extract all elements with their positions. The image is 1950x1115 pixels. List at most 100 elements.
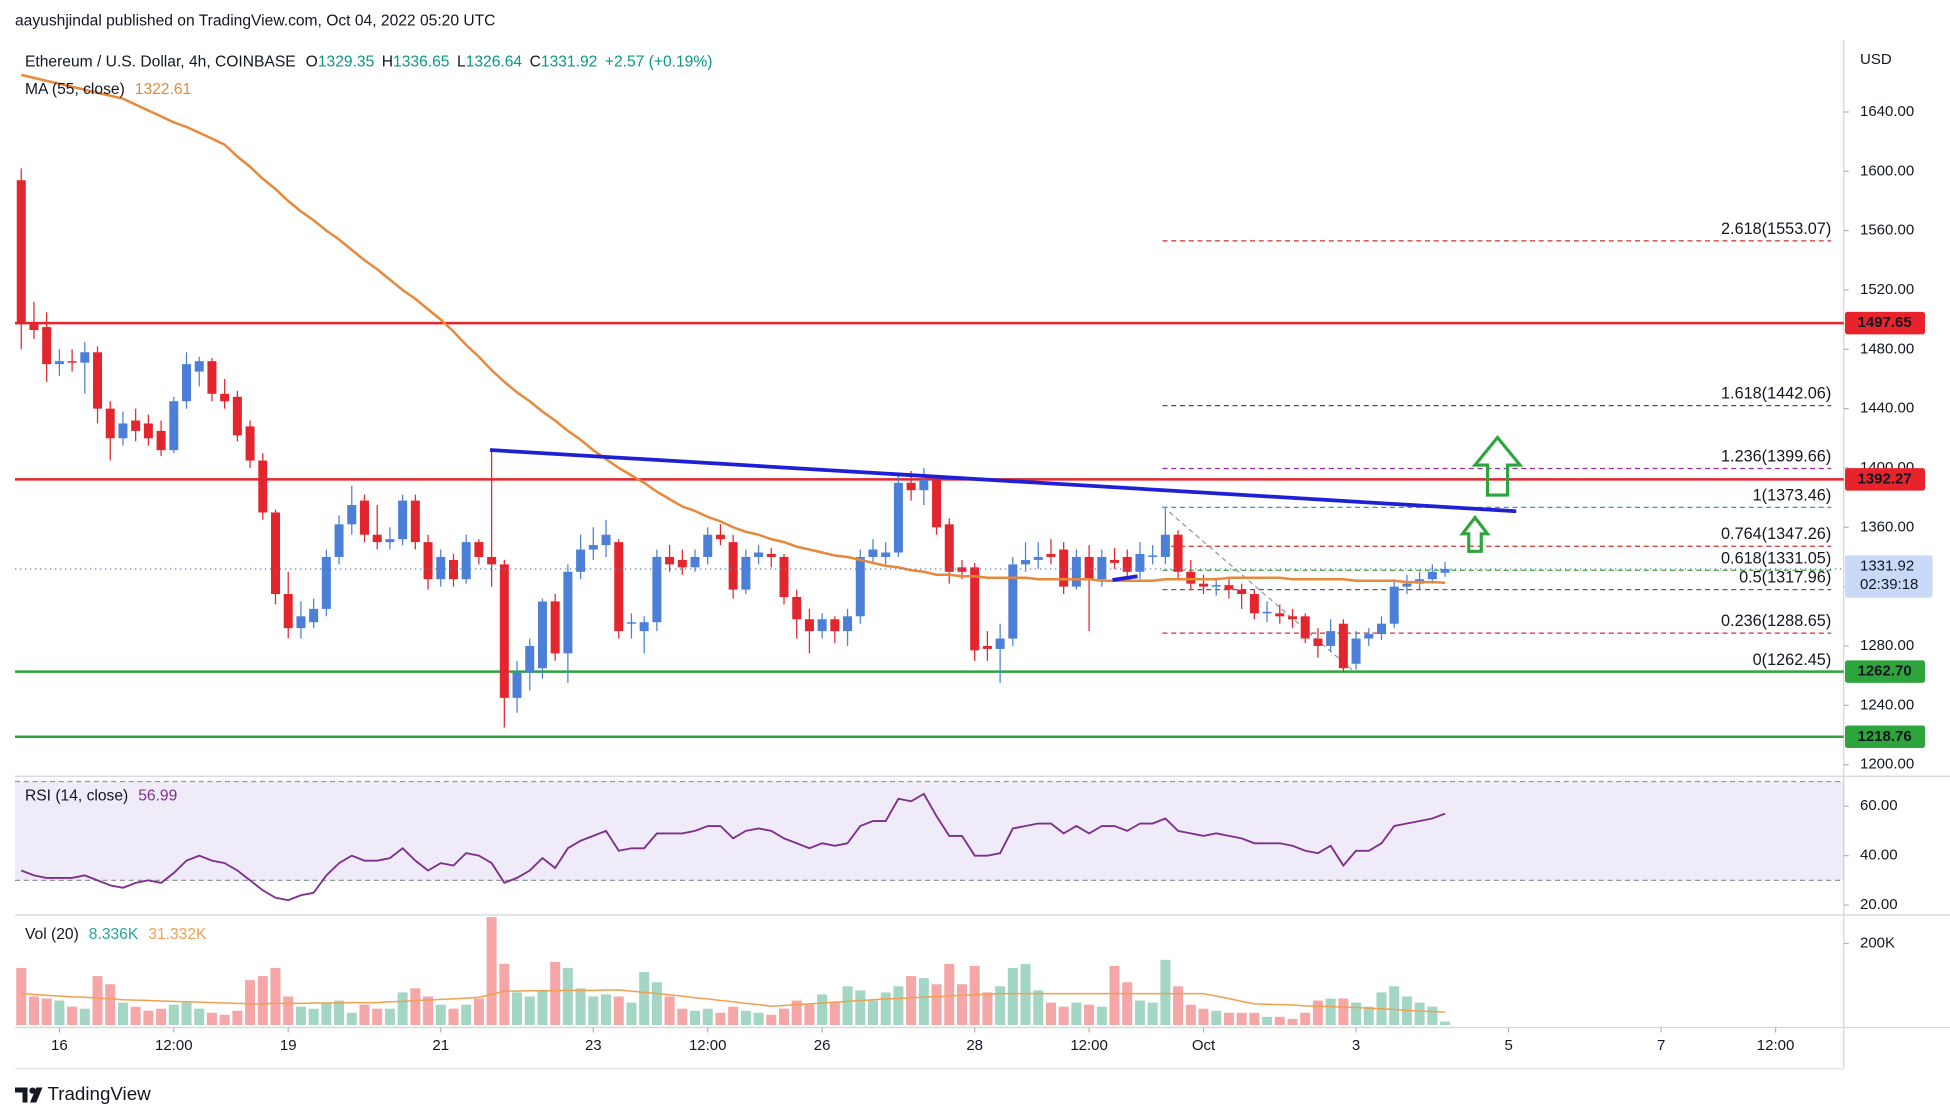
volume-bar — [143, 1010, 154, 1025]
volume-bar — [1045, 1002, 1056, 1025]
candle-body — [1148, 555, 1158, 557]
candle-body — [131, 420, 141, 431]
candle-body — [156, 430, 166, 451]
volume-bar — [1440, 1021, 1451, 1025]
fib-label: 0.764(1347.26) — [1721, 525, 1831, 543]
candle-body — [639, 622, 649, 632]
volume-bar — [423, 996, 434, 1025]
volume-bar — [1020, 963, 1031, 1025]
x-tick-label: 23 — [585, 1037, 602, 1054]
volume-bar — [982, 992, 993, 1025]
volume-bar — [54, 1000, 65, 1025]
candle-body — [1376, 623, 1386, 635]
volume-bar — [105, 984, 116, 1025]
volume-bar — [1007, 967, 1018, 1025]
volume-bar — [384, 1008, 395, 1025]
candle-body — [54, 361, 64, 365]
candle-body — [1224, 585, 1234, 590]
candle-body — [1262, 611, 1272, 614]
volume-bar — [880, 992, 891, 1025]
volume-bar — [1223, 1012, 1234, 1025]
candle-body — [677, 559, 687, 568]
y-tick-label: 1360.00 — [1860, 518, 1914, 535]
candle-body — [194, 361, 204, 372]
candle-body — [1389, 586, 1399, 624]
volume-bar — [283, 996, 294, 1025]
volume-bar — [677, 1008, 688, 1025]
candle-body — [423, 542, 433, 580]
fib-label: 0.618(1331.05) — [1721, 549, 1831, 567]
volume-bar — [995, 986, 1006, 1025]
ma-line — [20, 73, 1446, 584]
volume-bar — [1389, 986, 1400, 1025]
candle-body — [245, 426, 255, 461]
volume-bar — [855, 990, 866, 1025]
volume-bar — [1109, 965, 1120, 1025]
candle-body — [1199, 583, 1209, 587]
volume-bar — [321, 1002, 332, 1025]
candle-body — [487, 556, 497, 565]
volume-bar — [461, 1004, 472, 1025]
candle-body — [906, 482, 916, 491]
volume-bar — [435, 1004, 446, 1025]
candle-body — [359, 500, 369, 535]
volume-bar — [295, 1006, 306, 1025]
level-label: 1392.27 — [1858, 470, 1912, 487]
volume-bar — [867, 1000, 878, 1025]
candle-body — [118, 423, 128, 439]
candle-body — [1008, 564, 1018, 639]
candle-body — [309, 608, 319, 623]
candle-body — [754, 552, 764, 557]
candle-body — [1364, 634, 1374, 639]
candle-body — [1059, 549, 1069, 587]
volume-bar — [359, 1004, 370, 1025]
volume-bar — [613, 996, 624, 1025]
fib-label: 0.236(1288.65) — [1721, 612, 1831, 630]
candle-body — [550, 601, 560, 654]
volume-bar — [601, 994, 612, 1025]
volume-bar — [334, 1000, 345, 1025]
legend-ohlc-label: L — [457, 54, 466, 71]
candle-body — [525, 645, 535, 673]
candle-body — [169, 401, 179, 451]
candle-body — [728, 542, 738, 590]
candle-body — [665, 556, 675, 565]
candle-body — [1071, 556, 1081, 587]
volume-bar — [257, 976, 268, 1025]
candle-body — [80, 352, 90, 363]
candle-body — [1097, 556, 1107, 580]
candle-body — [792, 597, 802, 620]
volume-bar — [791, 1000, 802, 1025]
candle-body — [448, 559, 458, 580]
rsi-tick-label: 60.00 — [1860, 797, 1898, 814]
volume-bar — [664, 996, 675, 1025]
candle-body — [1021, 559, 1031, 565]
candle-body — [893, 482, 903, 553]
candle-body — [512, 672, 522, 698]
volume-bar — [194, 1008, 205, 1025]
level-label: 1497.65 — [1858, 314, 1912, 331]
candle-body — [296, 616, 306, 629]
y-tick-label: 1200.00 — [1860, 756, 1914, 773]
candle-body — [766, 553, 776, 557]
volume-bar — [117, 1002, 128, 1025]
volume-bar — [1122, 982, 1133, 1025]
candle-body — [1402, 583, 1412, 587]
candle-body — [932, 479, 942, 528]
rsi-tick-label: 20.00 — [1860, 896, 1898, 913]
volume-bar — [512, 992, 523, 1025]
volume-bar — [537, 990, 548, 1025]
axis-unit: USD — [1860, 51, 1892, 68]
volume-bar — [1058, 1006, 1069, 1025]
candle-body — [1338, 623, 1348, 669]
ma-legend-name: MA (55, close) — [25, 81, 125, 98]
candle-body — [105, 408, 115, 439]
volume-bar — [779, 1008, 789, 1025]
candle-body — [1237, 589, 1247, 595]
legend-ohlc-value: 1329.35 — [318, 54, 375, 71]
candle-body — [830, 619, 840, 632]
legend-ohlc-value: 1336.65 — [393, 54, 450, 71]
candle-body — [1033, 556, 1043, 560]
legend: Vol (20) 8.336K 31.332K — [25, 926, 207, 943]
